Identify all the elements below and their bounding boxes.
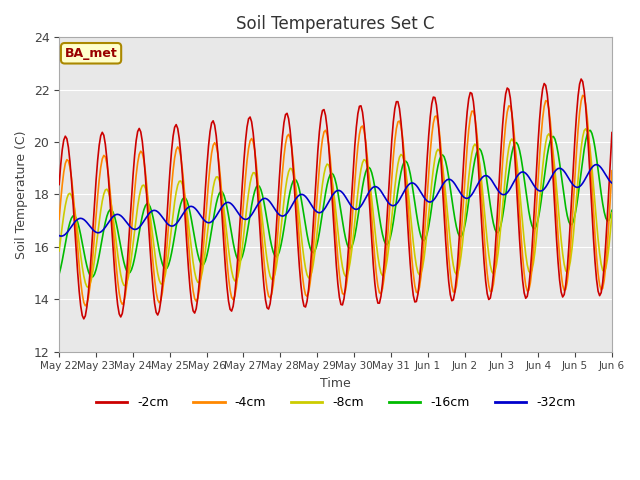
Y-axis label: Soil Temperature (C): Soil Temperature (C) [15,130,28,259]
Title: Soil Temperatures Set C: Soil Temperatures Set C [236,15,435,33]
Legend: -2cm, -4cm, -8cm, -16cm, -32cm: -2cm, -4cm, -8cm, -16cm, -32cm [91,391,580,414]
X-axis label: Time: Time [320,377,351,390]
Text: BA_met: BA_met [65,47,117,60]
